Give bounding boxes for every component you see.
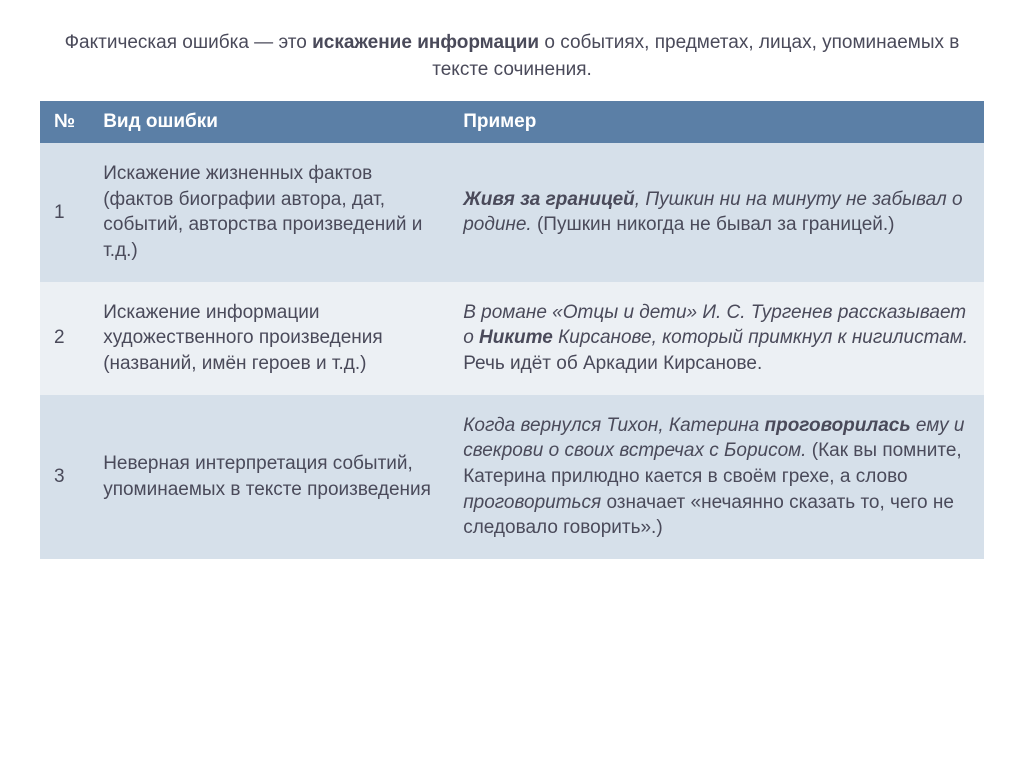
ex-note: (Пушкин никогда не бывал за границей.) <box>532 214 895 235</box>
cell-example: Когда вернулся Тихон, Катерина проговори… <box>449 395 984 559</box>
title-pre: Фактическая ошибка — это <box>65 32 312 53</box>
cell-type: Искажение информации художественного про… <box>89 282 449 395</box>
ex-pre: Когда вернулся Тихон, Катерина <box>463 415 764 436</box>
page-title: Фактическая ошибка — это искажение инфор… <box>40 30 984 83</box>
ex-bold: проговорилась <box>764 415 910 436</box>
cell-num: 2 <box>40 282 89 395</box>
title-bold: искажение информации <box>312 32 539 53</box>
table-row: 3 Неверная интерпретация событий, упомин… <box>40 395 984 559</box>
cell-example: Живя за границей, Пушкин ни на минуту не… <box>449 143 984 282</box>
ex-note: Речь идёт об Аркадии Кирсанове. <box>463 353 762 374</box>
cell-example: В романе «Отцы и дети» И. С. Тургенев ра… <box>449 282 984 395</box>
ex-bold: Живя за границей <box>463 189 635 210</box>
ex-bold: Никите <box>479 327 553 348</box>
table-row: 2 Искажение информации художественного п… <box>40 282 984 395</box>
header-type: Вид ошибки <box>89 101 449 143</box>
table-row: 1 Искажение жизненных фактов (фактов био… <box>40 143 984 282</box>
header-example: Пример <box>449 101 984 143</box>
ex-note-it: проговориться <box>463 492 601 513</box>
cell-type: Искажение жизненных фактов (фактов биогр… <box>89 143 449 282</box>
header-num: № <box>40 101 89 143</box>
cell-num: 3 <box>40 395 89 559</box>
error-types-table: № Вид ошибки Пример 1 Искажение жизненны… <box>40 101 984 559</box>
cell-type: Неверная интерпретация событий, упоминае… <box>89 395 449 559</box>
cell-num: 1 <box>40 143 89 282</box>
table-header-row: № Вид ошибки Пример <box>40 101 984 143</box>
ex-post: Кирсанове, который примкнул к нигилистам… <box>553 327 968 348</box>
